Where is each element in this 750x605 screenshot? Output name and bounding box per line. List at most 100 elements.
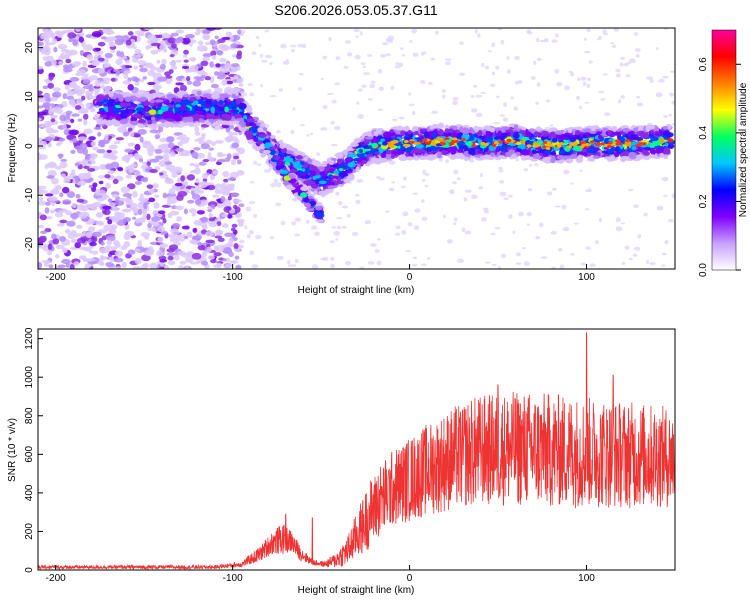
spectrogram-cell [473, 85, 477, 88]
spectrogram-cell [452, 181, 457, 184]
spectrogram-cell [89, 250, 93, 254]
spectrogram-cell [53, 47, 57, 53]
spectrogram-cell [107, 170, 115, 174]
spectrogram-cell [569, 71, 573, 73]
spectrogram-cell [91, 141, 96, 146]
spectrogram-cell [153, 222, 159, 226]
spectrogram-cell [135, 248, 140, 252]
spectrogram-cell [206, 99, 212, 104]
spectrogram-cell [222, 223, 229, 228]
spectrogram-cell [95, 48, 101, 51]
spectrogram-cell [149, 169, 158, 173]
spectrogram-cell [602, 150, 608, 153]
spectrogram-cell [568, 130, 572, 134]
spectrogram-cell [45, 43, 49, 50]
spectrogram-cell [96, 221, 101, 224]
spectrogram-cell [321, 78, 324, 80]
spectrogram-cell [644, 213, 648, 217]
spectrogram-cell [78, 118, 83, 121]
spectrogram-cell [172, 223, 180, 228]
spectrogram-cell [205, 42, 209, 45]
spectrogram-cell [378, 69, 382, 74]
spectrogram-cell [650, 262, 656, 265]
spectrogram-cell [633, 128, 637, 132]
spectrogram-cell [62, 247, 68, 253]
spectrogram-cell [481, 92, 487, 94]
spectrogram-cell [442, 94, 445, 98]
spectrogram-cell [465, 190, 472, 193]
spectrogram-cell [238, 121, 245, 125]
spectrogram-cell [634, 32, 638, 36]
spectrogram-cell [366, 163, 371, 166]
spectrogram-cell [142, 208, 146, 213]
spectrogram-cell [65, 229, 71, 234]
spectrogram-cell [212, 55, 217, 60]
spectrogram-cell [247, 83, 253, 86]
spectrogram-cell [465, 230, 471, 234]
spectrogram-cell [189, 239, 197, 244]
spectrogram-cell [58, 264, 66, 267]
spectrogram-cell [454, 217, 458, 221]
spectrogram-cell [108, 198, 112, 202]
spectrogram-cell [305, 175, 311, 179]
spectrogram-cell [345, 157, 353, 163]
spectrogram-cell [608, 139, 613, 142]
spectrogram-cell [526, 131, 531, 137]
spectrogram-cell [60, 159, 67, 162]
spectrogram-cell [139, 68, 148, 73]
spectrogram-cell [413, 53, 419, 57]
spectrogram-cell [459, 73, 465, 76]
spectrogram-cell [59, 138, 65, 141]
spectrogram-cell [614, 153, 620, 158]
spectrogram-cell [343, 66, 348, 69]
spectrogram-cell [230, 43, 237, 48]
spectrogram-cell [657, 141, 662, 145]
spectrogram-cell [589, 264, 595, 267]
spectrogram-cell [471, 195, 478, 199]
spectrogram-cell [352, 232, 359, 236]
spectrogram-cell [148, 198, 155, 203]
spectrogram-cell [331, 144, 338, 147]
spectrogram-cell [50, 210, 55, 214]
spectrogram-cell [168, 261, 176, 266]
spectrogram-cell [570, 183, 574, 185]
spectrogram-cell [82, 61, 86, 68]
spectrogram-cell [264, 29, 269, 32]
spectrogram-cell [224, 233, 233, 237]
spectrogram-cell [610, 42, 613, 44]
spectrogram-cell [58, 210, 66, 213]
spectrogram-cell [192, 253, 202, 260]
spectrogram-cell [322, 161, 328, 164]
spectrogram-cell [55, 254, 60, 258]
spectrogram-cell [421, 263, 427, 265]
spectrogram-cell [123, 217, 131, 222]
spectrogram-cell [224, 106, 228, 112]
spectrogram-cell [180, 175, 185, 181]
spectrogram-cell [236, 98, 241, 104]
spectrogram-cell [312, 264, 319, 269]
spectrogram-cell [139, 65, 144, 68]
spectrogram-cell [190, 66, 194, 72]
spectrogram-cell [629, 153, 637, 159]
spectrogram-cell [201, 261, 208, 266]
spectrogram-cell [408, 92, 411, 96]
spectrogram-cell [126, 205, 130, 208]
spectrogram-cell [67, 32, 76, 38]
spectrogram-cell [634, 247, 640, 251]
spectrogram-cell [335, 56, 340, 60]
spectrogram-cell [165, 181, 175, 184]
spectrogram-cell [339, 168, 344, 171]
spectrogram-cell [34, 105, 43, 108]
spectrogram-cell [256, 36, 260, 39]
spectrogram-cell [171, 65, 177, 69]
spectrogram-cell [586, 148, 595, 153]
spectrogram-cell [607, 157, 614, 162]
spectrogram-cell [564, 85, 570, 90]
spectrogram-cell [121, 186, 130, 193]
spectrogram-cell [562, 137, 569, 140]
spectrogram-cell [377, 238, 381, 241]
spectrogram-cell [216, 263, 222, 268]
spectrogram-cell [182, 226, 190, 230]
spectrogram-cell [563, 227, 569, 231]
spectrogram-cell [46, 127, 54, 133]
